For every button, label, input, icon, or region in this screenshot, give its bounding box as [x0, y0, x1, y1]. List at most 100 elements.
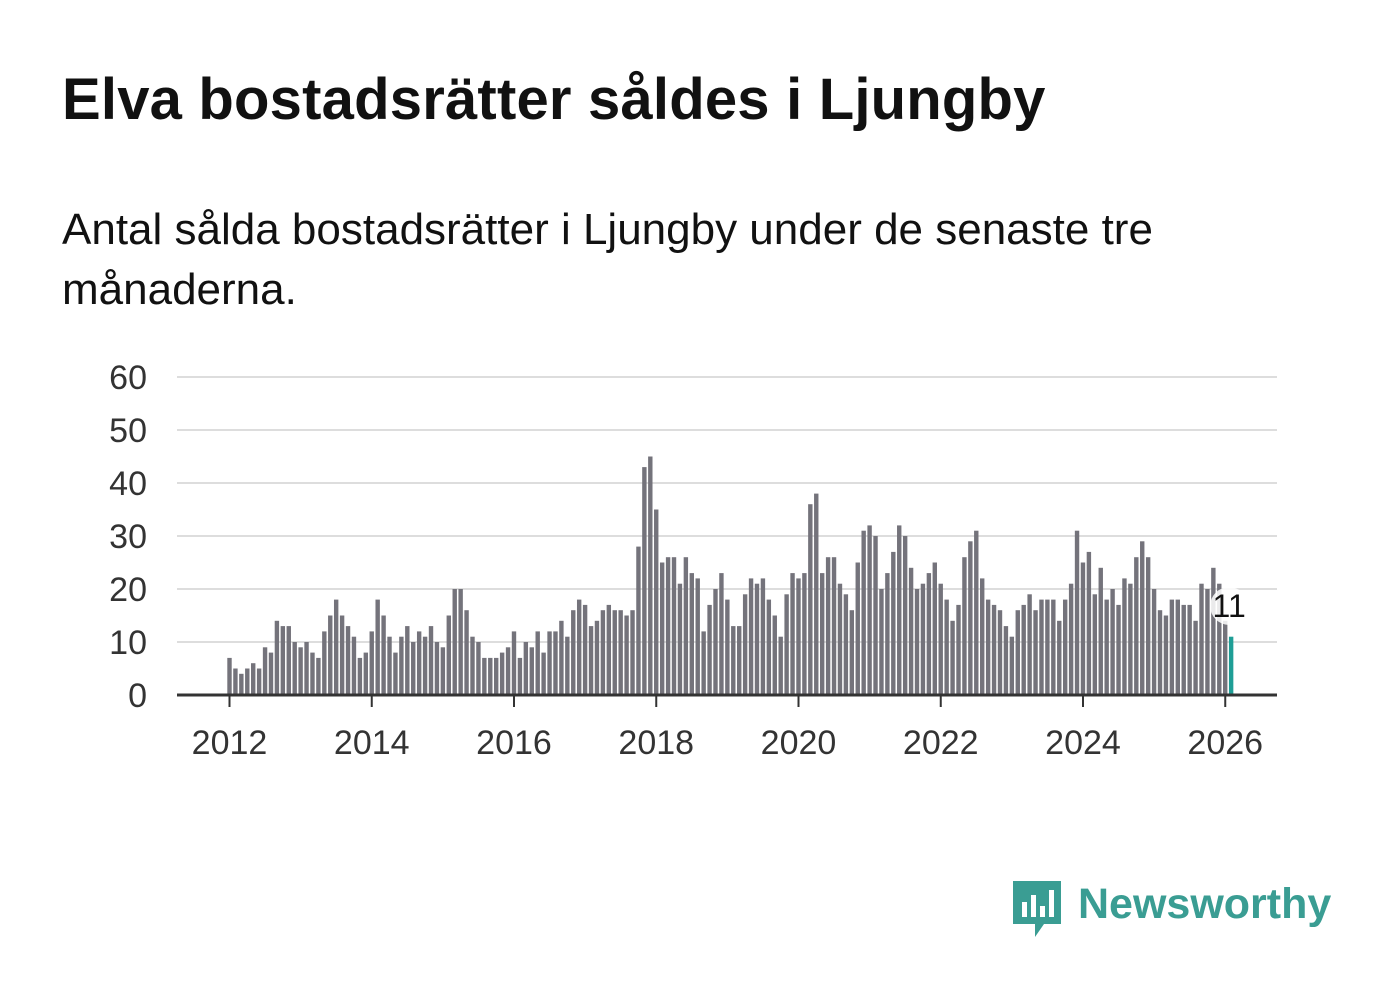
bar: [1027, 594, 1032, 695]
bar: [790, 573, 795, 695]
bar: [1145, 557, 1151, 695]
bar: [505, 647, 511, 695]
x-axis-labels: 2012 2014 2016 2018 2020 2022 2024 2026: [192, 724, 1263, 762]
bar: [576, 599, 582, 695]
bar: [363, 652, 369, 695]
bar: [1211, 567, 1216, 695]
bar: [1134, 557, 1139, 695]
bar: [1128, 583, 1133, 695]
bar: [784, 594, 789, 695]
bar: [1193, 620, 1198, 695]
bar: [742, 594, 748, 695]
bar: [322, 631, 327, 695]
bar: [701, 631, 706, 695]
bar: [618, 610, 623, 695]
bar: [802, 573, 807, 695]
bar: [938, 583, 943, 695]
bar: [695, 578, 700, 695]
bar: [891, 551, 896, 695]
bar: [962, 557, 967, 695]
bar: [689, 573, 694, 695]
bar: [1003, 626, 1009, 695]
chart-subtitle: Antal sålda bostadsrätter i Ljungby unde…: [62, 205, 1153, 314]
bar: [357, 657, 363, 695]
bar: [707, 604, 712, 695]
bar: [1157, 610, 1163, 695]
bar: [985, 599, 991, 695]
bar: [659, 562, 665, 695]
bar: [1062, 599, 1068, 695]
brand-name: Newsworthy: [1078, 880, 1332, 928]
bar: [1080, 562, 1086, 695]
bar: [831, 557, 837, 695]
bar: [523, 642, 529, 695]
bar: [606, 604, 612, 695]
bar: [754, 583, 760, 695]
bar: [920, 583, 926, 695]
bar: [1169, 599, 1175, 695]
bar: [1009, 636, 1015, 695]
x-tick-label: 2026: [1187, 724, 1263, 762]
bar: [1223, 620, 1228, 695]
bar: [748, 578, 754, 695]
x-tick-label: 2020: [761, 724, 837, 762]
bar: [897, 525, 902, 695]
bar: [1110, 589, 1115, 695]
bar: [825, 557, 831, 695]
bar: [446, 615, 451, 695]
bar: [286, 626, 291, 695]
bar: [488, 657, 493, 695]
bar: [808, 504, 813, 695]
bar: [239, 673, 244, 695]
bar: [482, 657, 487, 695]
x-tick-label: 2016: [476, 724, 552, 762]
y-tick-label: 40: [109, 465, 147, 503]
bar: [339, 615, 345, 695]
bar: [636, 546, 641, 695]
bar: [440, 647, 446, 695]
newsworthy-logo: Newsworthy: [1010, 878, 1331, 942]
bar: [1122, 578, 1127, 695]
bar: [351, 636, 357, 695]
bar: [1045, 599, 1050, 695]
bar: [1217, 583, 1222, 695]
x-tick-label: 2014: [334, 724, 410, 762]
bar: [434, 642, 440, 695]
bar: [405, 626, 410, 695]
data-label-latest: 11: [1213, 588, 1246, 624]
bar: [547, 631, 552, 695]
bar: [1033, 610, 1038, 695]
bar: [642, 467, 647, 695]
bar: [855, 562, 860, 695]
bar: [731, 626, 736, 695]
bar: [1116, 604, 1121, 695]
bar: [956, 604, 961, 695]
y-tick-label: 20: [109, 571, 147, 609]
bar: [968, 541, 973, 695]
bar-highlight: [1228, 636, 1234, 695]
bar: [974, 530, 979, 695]
bar: [399, 636, 404, 695]
data-label-halo: [1210, 587, 1249, 625]
chart-title: Elva bostadsrätter såldes i Ljungby: [62, 67, 1046, 132]
bar: [571, 610, 576, 695]
bar: [926, 573, 932, 695]
bar: [902, 536, 908, 695]
bar: [416, 631, 422, 695]
bar: [316, 657, 321, 695]
bar: [541, 652, 546, 695]
bar: [476, 642, 481, 695]
bar: [233, 668, 238, 695]
bar: [280, 626, 286, 695]
x-tick-label: 2022: [903, 724, 979, 762]
bar: [1086, 551, 1092, 695]
bar: [304, 642, 309, 695]
bar: [1015, 610, 1020, 695]
bar: [1051, 599, 1056, 695]
bar: [713, 589, 718, 695]
bar: [1187, 604, 1192, 695]
y-tick-label: 50: [109, 412, 147, 450]
bar: [381, 615, 386, 695]
bar: [375, 599, 380, 695]
